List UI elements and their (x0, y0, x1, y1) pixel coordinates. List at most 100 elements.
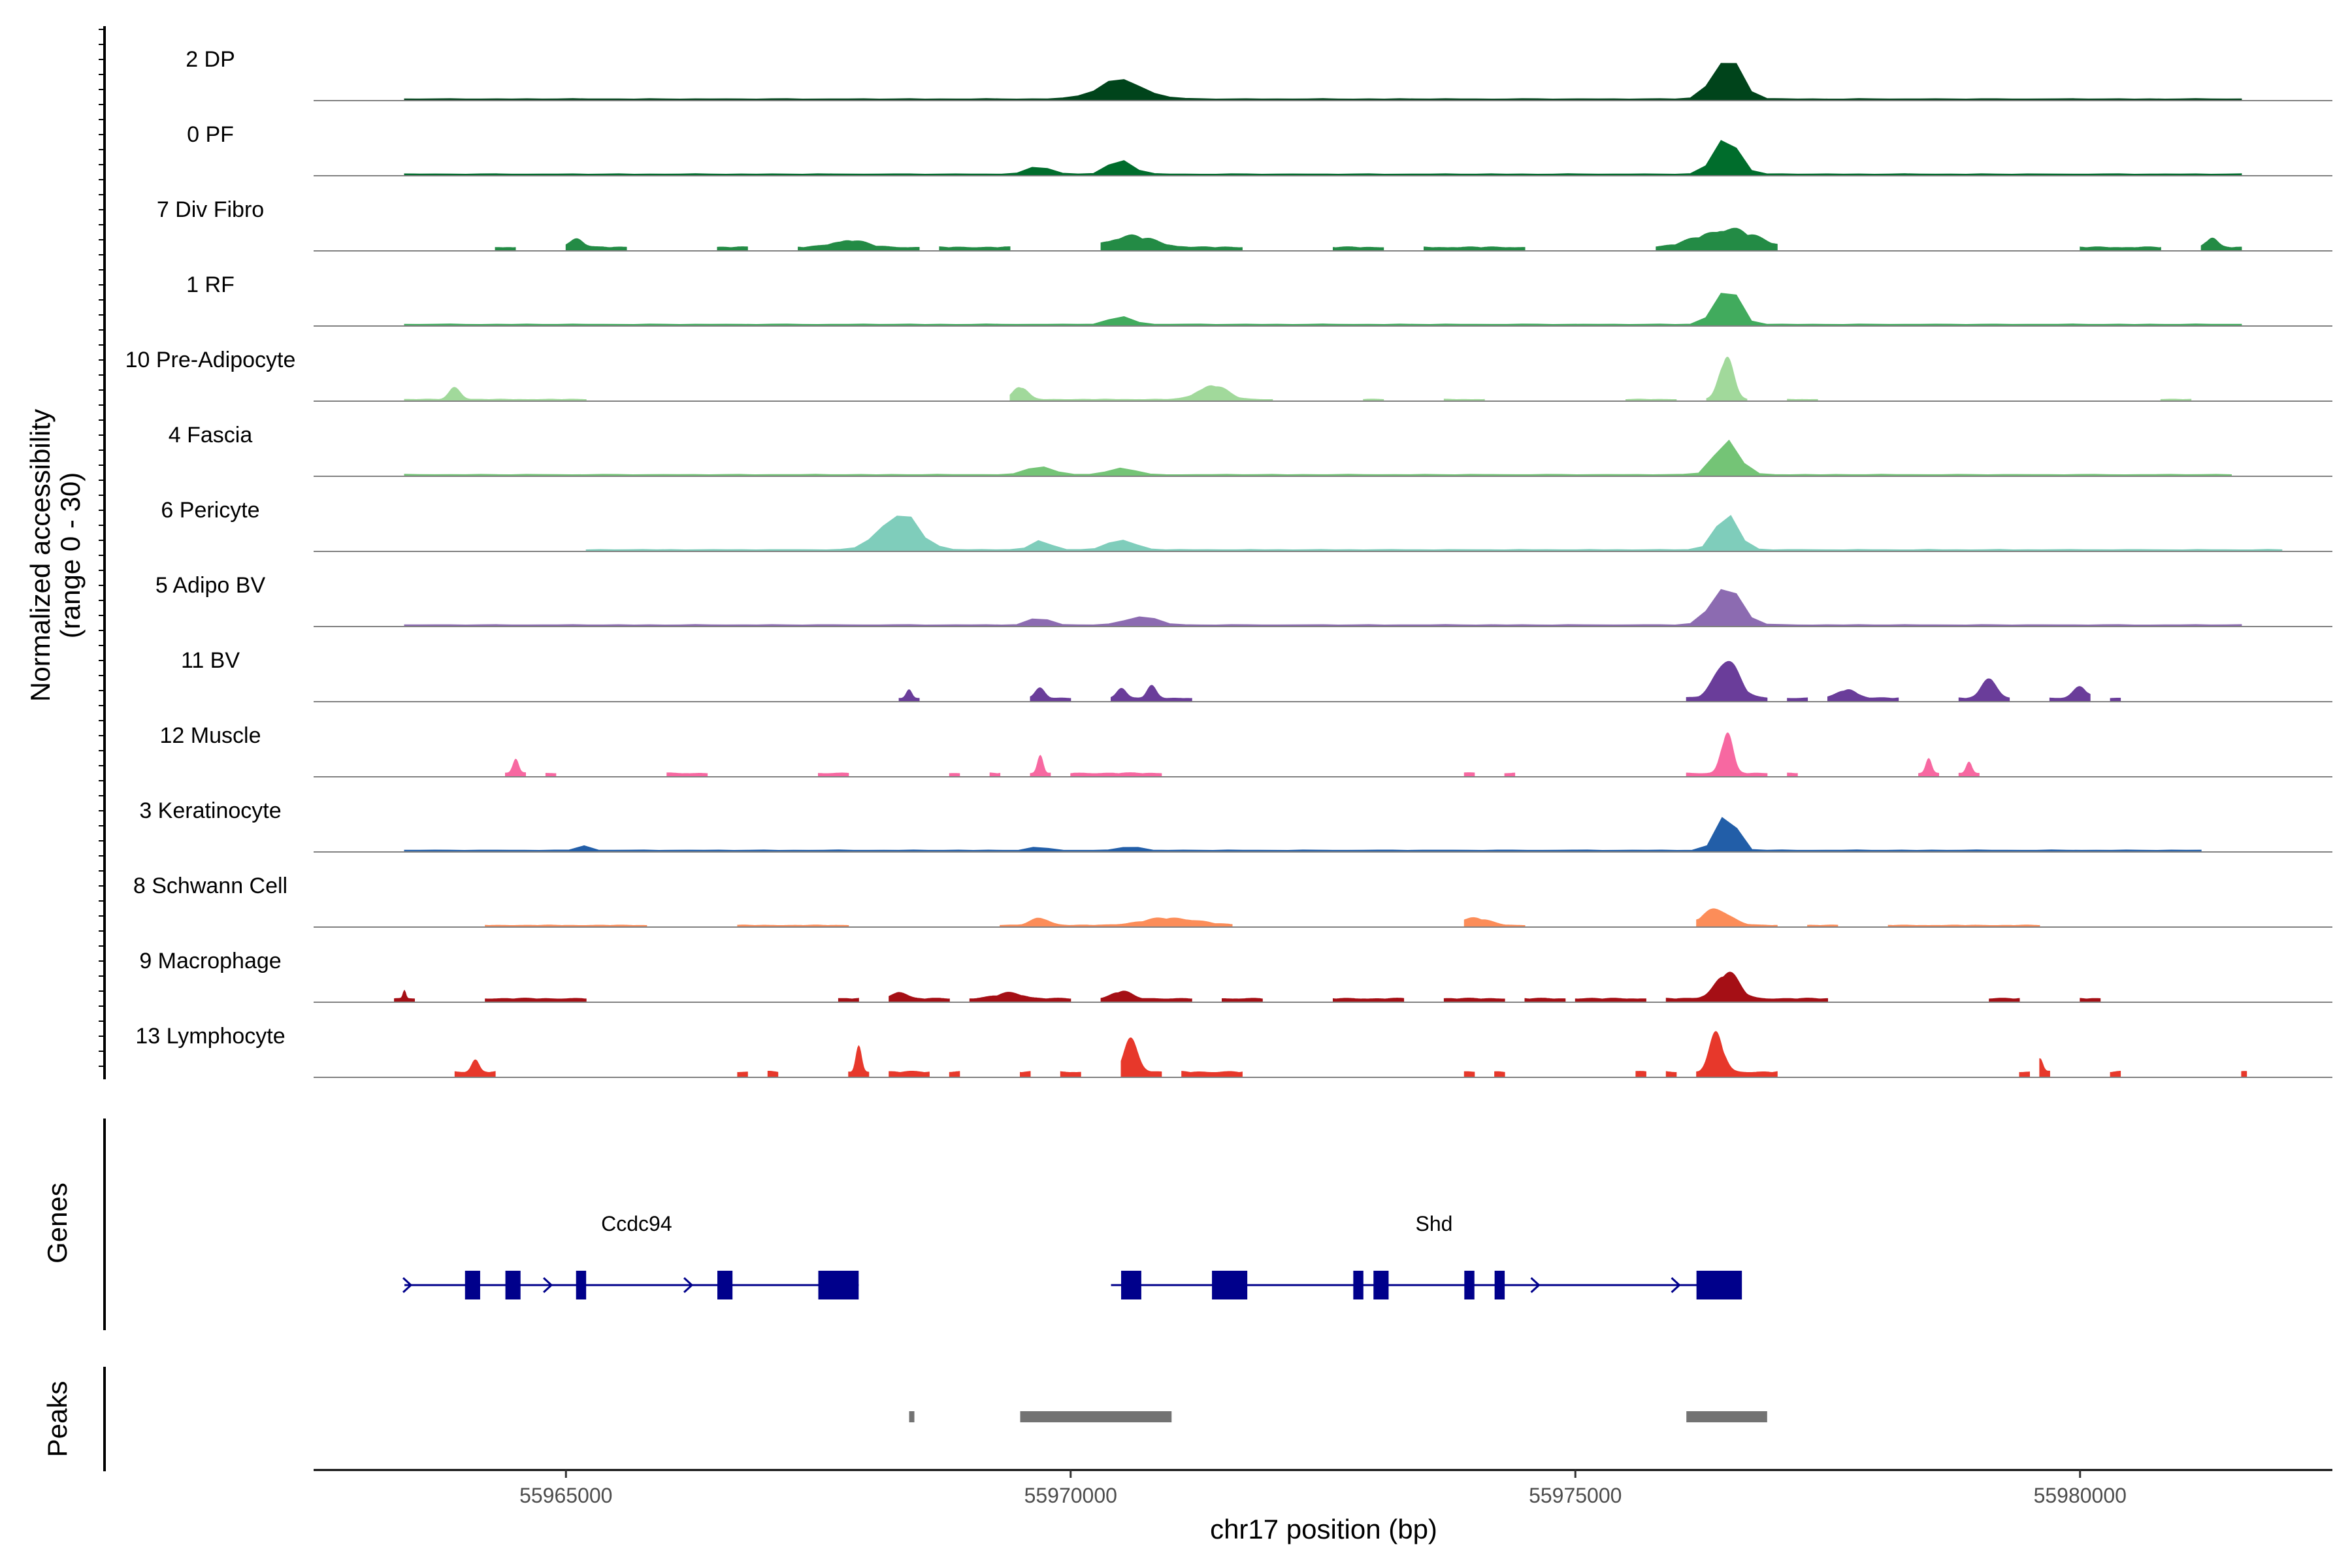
track-13: 13 Lymphocyte (135, 1024, 2332, 1078)
coverage-area (1333, 998, 1405, 1003)
coverage-area (1424, 246, 1526, 252)
track-label: 13 Lymphocyte (135, 1024, 285, 1049)
coverage-area (404, 439, 2232, 477)
coverage-area (1463, 917, 1526, 928)
track-3: 1 RF (186, 272, 2332, 327)
coverage-area (1494, 1071, 1505, 1078)
exon (465, 1271, 480, 1299)
coverage-area (1635, 1071, 1646, 1078)
coverage-area (2080, 246, 2161, 252)
coverage-area (848, 1045, 870, 1078)
coverage-area (1333, 246, 1384, 252)
coverage-area (1827, 689, 1899, 702)
track-label: 0 PF (187, 122, 234, 147)
exon (717, 1271, 733, 1299)
peak-region (1686, 1411, 1767, 1422)
coverage-area (485, 998, 587, 1003)
exon (505, 1271, 521, 1299)
coverage-area (1070, 772, 1162, 777)
track-label: 3 Keratinocyte (139, 798, 281, 823)
exon (1353, 1271, 1364, 1299)
coverage-area (1020, 1071, 1031, 1078)
track-label: 12 Muscle (160, 723, 261, 748)
gene-shd: Shd (1111, 1212, 1742, 1299)
coverage-area (2241, 1071, 2247, 1078)
coverage-area (505, 759, 526, 777)
track-12: 9 Macrophage (139, 949, 2332, 1003)
coverage-area (1575, 998, 1646, 1003)
exon (1464, 1271, 1475, 1299)
coverage-area (737, 1071, 748, 1078)
exon (1212, 1271, 1248, 1299)
coverage-area (939, 246, 1011, 252)
track-6: 6 Pericyte (161, 498, 2332, 552)
coverage-area (2110, 698, 2121, 702)
track-0: 2 DP (186, 47, 2332, 101)
coverage-area (1222, 998, 1263, 1003)
x-axis-title: chr17 position (bp) (1210, 1514, 1437, 1544)
gene-name: Ccdc94 (601, 1212, 672, 1235)
coverage-area (989, 772, 1001, 777)
strand-arrow (683, 1277, 694, 1294)
coverage-area (585, 515, 2283, 552)
coverage-area (1686, 661, 1768, 702)
coverage-area (495, 247, 516, 252)
strand-arrow (402, 1277, 413, 1294)
coverage-area (2039, 1058, 2050, 1078)
y-axis-title-range: (range 0 - 30) (55, 472, 86, 638)
coverage-area (1696, 908, 1778, 928)
track-label: 6 Pericyte (161, 498, 259, 523)
coverage-area (1100, 234, 1243, 252)
coverage-area (404, 387, 587, 402)
exon (1373, 1271, 1389, 1299)
track-label: 9 Macrophage (139, 949, 281, 973)
track-1: 0 PF (187, 122, 2332, 176)
coverage-area (1665, 1071, 1677, 1078)
strand-arrow (1671, 1277, 1681, 1294)
track-label: 4 Fascia (169, 423, 253, 448)
coverage-area (1120, 1037, 1162, 1078)
coverage-area (838, 998, 859, 1003)
exon (576, 1271, 587, 1299)
track-label: 7 Div Fibro (157, 197, 264, 222)
track-label: 8 Schwann Cell (133, 874, 287, 898)
coverage-area (1009, 385, 1273, 402)
coverage-area (404, 817, 2202, 853)
y-axis-title: Normalized accessibility (25, 409, 56, 702)
coverage-area (394, 989, 415, 1003)
coverage-area (969, 992, 1071, 1003)
track-label: 2 DP (186, 47, 235, 72)
strand-arrow (543, 1277, 553, 1294)
coverage-area (767, 1071, 779, 1078)
coverage-area (2110, 1070, 2121, 1078)
track-9: 12 Muscle (160, 723, 2332, 777)
coverage-area (1100, 990, 1192, 1003)
gene-name: Shd (1415, 1212, 1452, 1235)
coverage-area (404, 63, 2242, 101)
x-axis: 55965000 55970000 55975000 55980000 (99, 26, 2332, 1507)
coverage-area (404, 589, 2242, 627)
coverage-area (1181, 1071, 1243, 1078)
coverage-area (1000, 917, 1233, 928)
gene-ccdc94: Ccdc94 (402, 1212, 859, 1299)
coverage-area (1958, 761, 1980, 777)
track-2: 7 Div Fibro (157, 197, 2332, 252)
peak-region (909, 1411, 915, 1422)
coverage-area (2019, 1071, 2030, 1078)
coverage-area (889, 1071, 930, 1078)
coverage-area (404, 293, 2242, 327)
coverage-area (1696, 1031, 1778, 1078)
coverage-area (798, 240, 920, 252)
track-label: 10 Pre-Adipocyte (125, 348, 296, 372)
coverage-area (2200, 237, 2242, 252)
coverage-area (1030, 687, 1071, 702)
coverage-area (717, 246, 748, 252)
peak-region-panel (909, 1411, 1767, 1422)
x-tick-label: 55965000 (519, 1484, 612, 1507)
exon (1494, 1271, 1505, 1299)
coverage-area (1656, 227, 1778, 252)
coverage-area (1060, 1071, 1081, 1078)
coverage-area (1030, 755, 1051, 777)
coverage-area (1787, 697, 1808, 702)
track-5: 4 Fascia (169, 423, 2332, 477)
